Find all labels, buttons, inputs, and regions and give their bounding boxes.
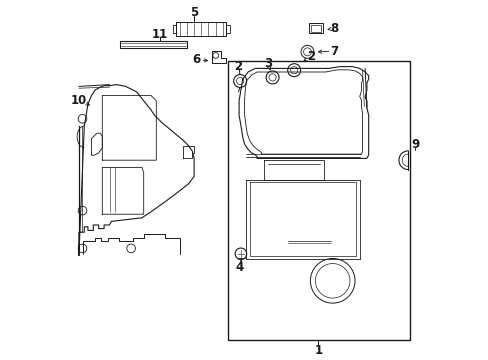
Text: 3: 3 [264,57,271,69]
Bar [310,25,321,32]
Bar [176,22,226,36]
Text: 10: 10 [71,94,87,107]
Bar [309,23,322,33]
Bar [120,41,186,48]
Text: 9: 9 [410,138,419,150]
Bar [226,25,230,33]
Text: 4: 4 [235,261,244,274]
Text: 7: 7 [330,45,338,58]
Text: 11: 11 [151,28,168,41]
Text: 2: 2 [234,60,242,73]
Text: 2: 2 [306,50,315,63]
Bar [172,25,176,33]
Text: 8: 8 [330,22,338,35]
Bar [228,61,409,340]
Text: 6: 6 [191,53,200,66]
Text: 5: 5 [189,6,198,19]
Text: 1: 1 [314,344,322,357]
